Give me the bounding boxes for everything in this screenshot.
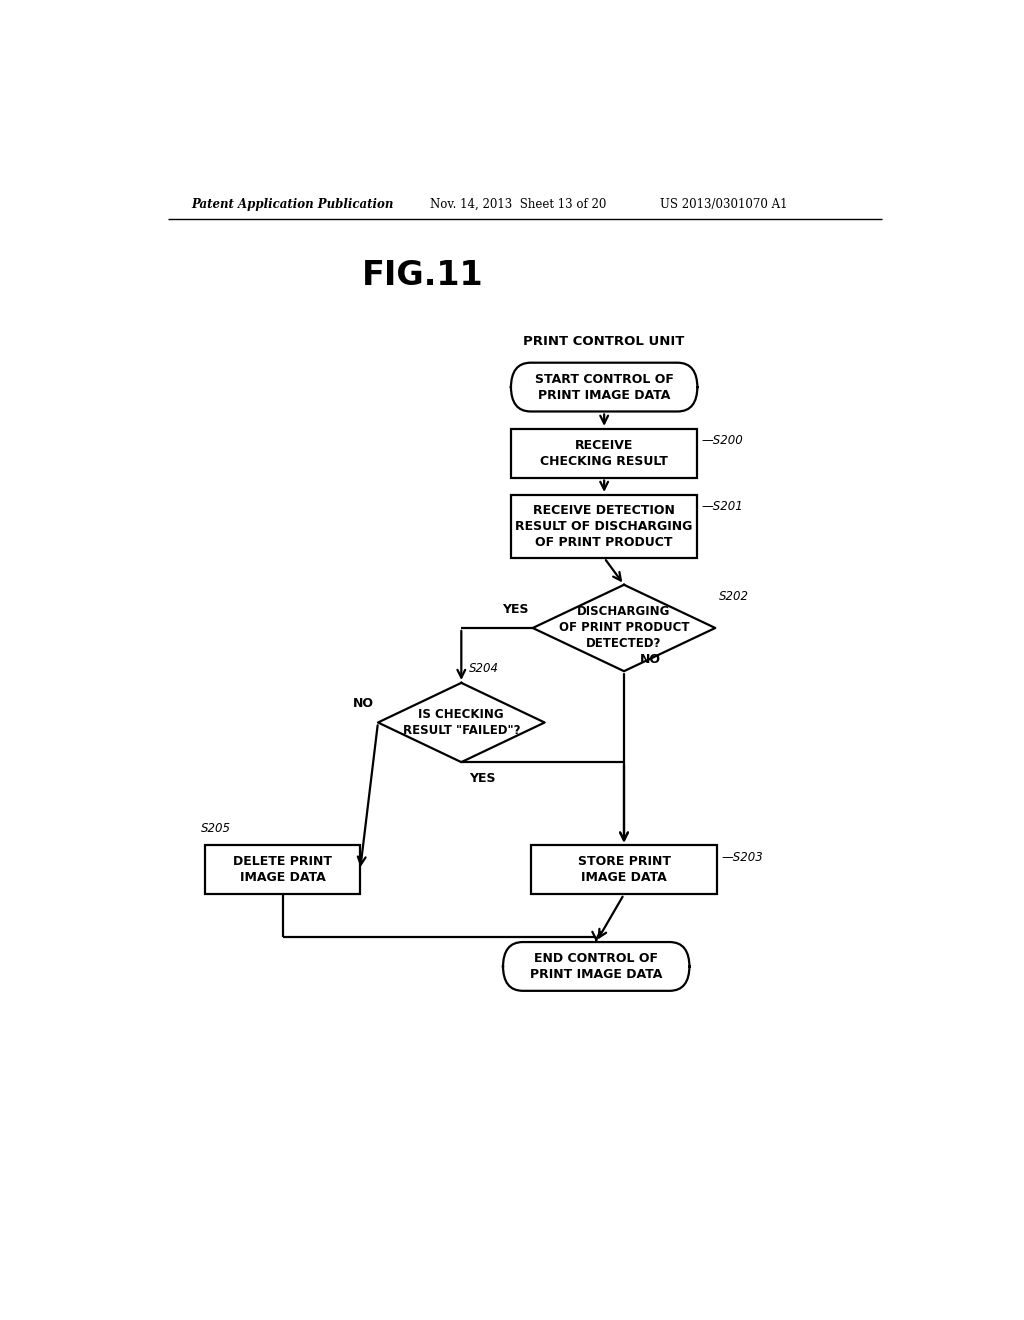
Bar bbox=[206, 846, 360, 894]
Text: NO: NO bbox=[353, 697, 374, 710]
FancyBboxPatch shape bbox=[503, 942, 689, 991]
Text: —S203: —S203 bbox=[721, 850, 763, 863]
Text: —S201: —S201 bbox=[701, 500, 743, 513]
Text: STORE PRINT
IMAGE DATA: STORE PRINT IMAGE DATA bbox=[578, 855, 671, 884]
Text: US 2013/0301070 A1: US 2013/0301070 A1 bbox=[659, 198, 787, 211]
Text: Patent Application Publication: Patent Application Publication bbox=[191, 198, 394, 211]
Text: NO: NO bbox=[640, 653, 660, 667]
Text: IS CHECKING
RESULT "FAILED"?: IS CHECKING RESULT "FAILED"? bbox=[402, 708, 520, 737]
Text: PRINT CONTROL UNIT: PRINT CONTROL UNIT bbox=[523, 335, 685, 348]
Text: Nov. 14, 2013  Sheet 13 of 20: Nov. 14, 2013 Sheet 13 of 20 bbox=[430, 198, 606, 211]
Text: YES: YES bbox=[502, 603, 528, 615]
Text: START CONTROL OF
PRINT IMAGE DATA: START CONTROL OF PRINT IMAGE DATA bbox=[535, 372, 674, 401]
Bar bbox=[511, 495, 697, 558]
Text: S204: S204 bbox=[469, 661, 500, 675]
Bar bbox=[530, 846, 717, 894]
Text: FIG.11: FIG.11 bbox=[362, 259, 483, 292]
Text: END CONTROL OF
PRINT IMAGE DATA: END CONTROL OF PRINT IMAGE DATA bbox=[530, 952, 663, 981]
Polygon shape bbox=[532, 585, 715, 671]
Polygon shape bbox=[378, 682, 545, 762]
Bar bbox=[511, 429, 697, 478]
Text: S202: S202 bbox=[719, 590, 750, 603]
Text: —S200: —S200 bbox=[701, 434, 743, 447]
FancyBboxPatch shape bbox=[511, 363, 697, 412]
Text: S205: S205 bbox=[202, 822, 231, 836]
Text: DELETE PRINT
IMAGE DATA: DELETE PRINT IMAGE DATA bbox=[233, 855, 332, 884]
Text: YES: YES bbox=[469, 772, 496, 785]
Text: RECEIVE DETECTION
RESULT OF DISCHARGING
OF PRINT PRODUCT: RECEIVE DETECTION RESULT OF DISCHARGING … bbox=[515, 504, 693, 549]
Text: DISCHARGING
OF PRINT PRODUCT
DETECTED?: DISCHARGING OF PRINT PRODUCT DETECTED? bbox=[559, 606, 689, 651]
Text: RECEIVE
CHECKING RESULT: RECEIVE CHECKING RESULT bbox=[541, 438, 668, 467]
